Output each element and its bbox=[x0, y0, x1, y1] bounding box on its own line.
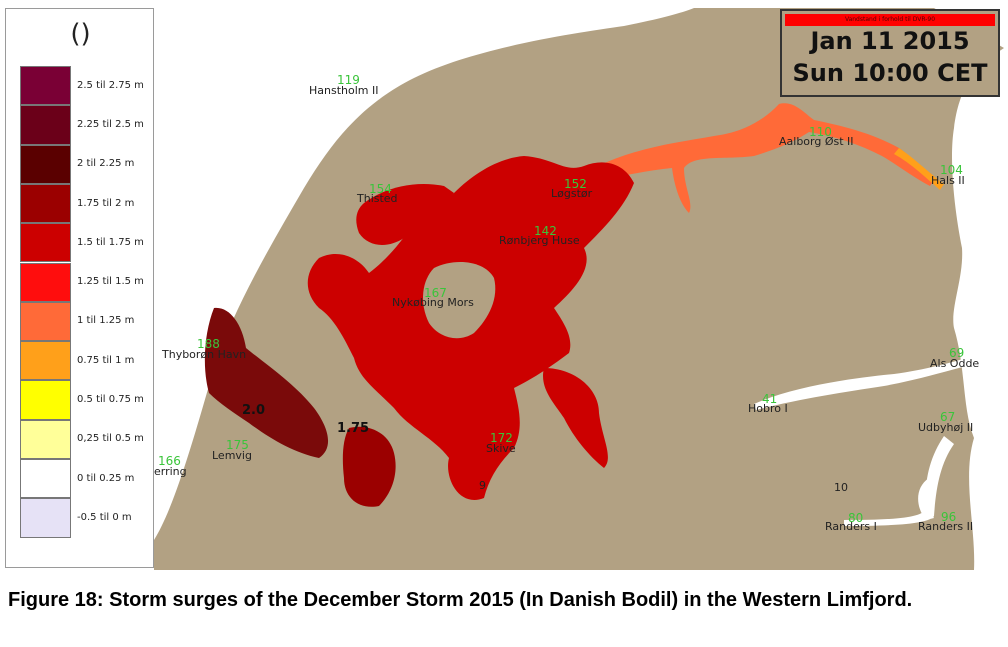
hals-channel bbox=[894, 148, 944, 190]
place-hanstholm: Hanstholm II bbox=[309, 84, 379, 97]
legend-label: 1.25 til 1.5 m bbox=[77, 276, 144, 288]
legend-swatch bbox=[20, 498, 71, 538]
legend-label: 0.75 til 1 m bbox=[77, 354, 135, 366]
grid-label-10: 10 bbox=[834, 481, 848, 494]
place-thyboron: Thyborøn Havn bbox=[161, 348, 246, 361]
legend-label: 2.25 til 2.5 m bbox=[77, 118, 144, 130]
station-hanstholm: 119 bbox=[337, 73, 360, 87]
surge-label-south: 1.75 bbox=[337, 421, 369, 436]
veno-bay bbox=[342, 426, 396, 507]
place-randers2: Randers II bbox=[918, 520, 973, 533]
station-thisted: 154 bbox=[369, 182, 392, 196]
timestamp-box: Vandstand i forhold til DVR-90 Jan 11 20… bbox=[780, 9, 1000, 97]
figure: () 2.5 til 2.75 m 2.25 til 2.5 m 2 til 2.2… bbox=[5, 8, 1004, 570]
legend-title: () bbox=[70, 19, 91, 49]
place-als: Als Odde bbox=[930, 357, 979, 370]
station-randers2: 96 bbox=[941, 510, 956, 524]
station-udbyhoj: 67 bbox=[940, 410, 955, 424]
figure-caption: Figure 18: Storm surges of the December … bbox=[8, 589, 913, 611]
legend-swatch bbox=[20, 183, 71, 224]
legend-swatch bbox=[20, 419, 71, 459]
place-skive: Skive bbox=[486, 442, 516, 455]
legend-swatch bbox=[20, 223, 71, 263]
legend-swatch bbox=[20, 66, 71, 106]
nissum-bredning bbox=[204, 307, 329, 458]
station-rands: 142 bbox=[534, 224, 557, 238]
legend-swatch bbox=[20, 380, 71, 420]
station-thyboron: 188 bbox=[197, 337, 220, 351]
place-aalborg: Aalborg Øst II bbox=[779, 135, 854, 148]
randers-fjord bbox=[844, 436, 954, 526]
place-logstor: Løgstør bbox=[551, 187, 593, 200]
legend-label: 2.5 til 2.75 m bbox=[77, 79, 144, 91]
station-als: 69 bbox=[949, 346, 964, 360]
legend-swatch bbox=[20, 262, 71, 302]
mariager-fjord bbox=[754, 358, 966, 410]
mors-island bbox=[422, 262, 496, 339]
legend-label: 0 til 0.25 m bbox=[77, 472, 135, 484]
thisted-bredning bbox=[356, 183, 454, 245]
place-ferring: erring bbox=[154, 465, 187, 478]
skive-fjord bbox=[543, 368, 608, 468]
place-randers1: Randers I bbox=[825, 520, 877, 533]
timestamp-date: Jan 11 2015 bbox=[810, 27, 970, 55]
map-labels: 119 Hanstholm II 154 Thisted 152 Løgstør… bbox=[154, 73, 979, 533]
legend-label: 1.75 til 2 m bbox=[77, 197, 135, 209]
legend-label: 1 til 1.25 m bbox=[77, 315, 135, 327]
legend-label: 1.5 til 1.75 m bbox=[77, 236, 144, 248]
legend-swatch bbox=[20, 459, 71, 499]
place-nykobing: Nykøbing Mors bbox=[392, 296, 474, 309]
station-aalborg: 110 bbox=[809, 125, 832, 139]
timestamp-banner: Vandstand i forhold til DVR-90 bbox=[785, 14, 995, 26]
legend-panel: () 2.5 til 2.75 m 2.25 til 2.5 m 2 til 2.2… bbox=[5, 8, 154, 568]
surge-label-west: 2.0 bbox=[242, 403, 265, 418]
station-nykobing: 167 bbox=[424, 286, 447, 300]
legend-swatch bbox=[20, 105, 71, 145]
place-lemvig: Lemvig bbox=[212, 449, 252, 462]
place-hobro: Hobro I bbox=[748, 402, 788, 415]
station-hals: 104 bbox=[940, 163, 963, 177]
station-lemvig: 175 bbox=[226, 438, 249, 452]
storm-surge-map bbox=[154, 8, 1004, 570]
station-randers1: 80 bbox=[848, 511, 863, 525]
grid-label-9: 9 bbox=[479, 479, 486, 492]
place-thisted: Thisted bbox=[356, 192, 398, 205]
legend-label: 0,25 til 0.5 m bbox=[77, 433, 144, 445]
legend-swatch bbox=[20, 301, 71, 342]
sea-east bbox=[951, 48, 1004, 570]
place-hals: Hals II bbox=[931, 174, 965, 187]
legend-label: 2 til 2.25 m bbox=[77, 158, 135, 170]
station-skive: 172 bbox=[490, 431, 513, 445]
legend-label: -0.5 til 0 m bbox=[77, 511, 132, 523]
eastern-limfjord bbox=[594, 103, 934, 213]
legend-swatch bbox=[20, 144, 71, 184]
station-hobro: 41 bbox=[762, 392, 777, 406]
station-ferring: 166 bbox=[158, 454, 181, 468]
place-udbyhoj: Udbyhøj II bbox=[918, 421, 973, 434]
timestamp-time: Sun 10:00 CET bbox=[792, 59, 988, 87]
place-rands: Rønbjerg Huse bbox=[499, 234, 580, 247]
station-logstor: 152 bbox=[564, 177, 587, 191]
legend-label: 0.5 til 0.75 m bbox=[77, 394, 144, 406]
legend-swatch bbox=[20, 341, 71, 381]
